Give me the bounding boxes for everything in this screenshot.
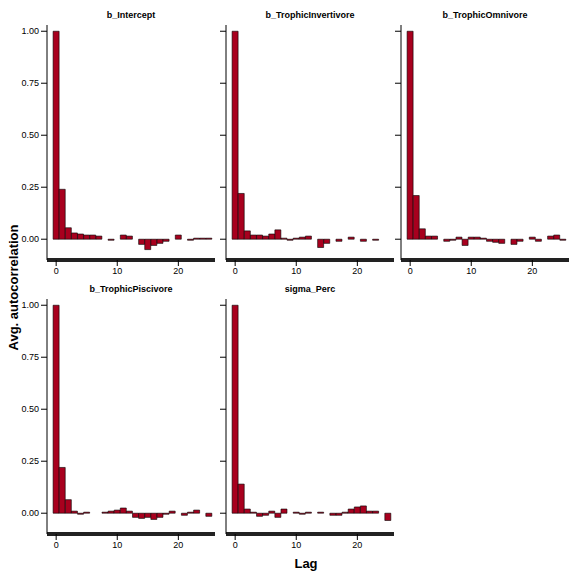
svg-text:10: 10 bbox=[112, 540, 122, 550]
svg-text:0: 0 bbox=[233, 540, 238, 550]
svg-text:0.75: 0.75 bbox=[21, 78, 39, 88]
svg-text:0.75: 0.75 bbox=[21, 352, 39, 362]
svg-text:0.50: 0.50 bbox=[21, 130, 39, 140]
html-text:sigma_Perc: sigma_Perc bbox=[284, 284, 336, 294]
html-text:Lag: Lag bbox=[294, 556, 318, 571]
svg-text:1.00: 1.00 bbox=[21, 26, 39, 36]
svg-text:0.00: 0.00 bbox=[21, 234, 39, 244]
html-text:b_Intercept: b_Intercept bbox=[106, 10, 156, 20]
svg-text:0.25: 0.25 bbox=[21, 182, 39, 192]
svg-text:0: 0 bbox=[408, 266, 413, 276]
svg-text:10: 10 bbox=[291, 540, 301, 550]
svg-text:0.00: 0.00 bbox=[21, 508, 39, 518]
svg-text:10: 10 bbox=[112, 266, 122, 276]
html-text:b_TrophicOmnivore: b_TrophicOmnivore bbox=[442, 10, 528, 20]
html-text:b_TrophicInvertivore: b_TrophicInvertivore bbox=[265, 10, 355, 20]
svg-text:10: 10 bbox=[291, 266, 301, 276]
svg-text:10: 10 bbox=[466, 266, 476, 276]
svg-text:20: 20 bbox=[527, 266, 537, 276]
svg-text:0: 0 bbox=[54, 266, 59, 276]
svg-text:20: 20 bbox=[352, 266, 362, 276]
svg-text:0.25: 0.25 bbox=[21, 456, 39, 466]
svg-text:20: 20 bbox=[173, 540, 183, 550]
svg-text:1.00: 1.00 bbox=[21, 300, 39, 310]
svg-text:0: 0 bbox=[233, 266, 238, 276]
svg-text:20: 20 bbox=[352, 540, 362, 550]
svg-text:20: 20 bbox=[173, 266, 183, 276]
svg-text:0.50: 0.50 bbox=[21, 404, 39, 414]
html-text:b_TrophicPiscivore: b_TrophicPiscivore bbox=[89, 284, 173, 294]
html-text:Avg. autocorrelation: Avg. autocorrelation bbox=[5, 224, 21, 351]
svg-text:0: 0 bbox=[54, 540, 59, 550]
